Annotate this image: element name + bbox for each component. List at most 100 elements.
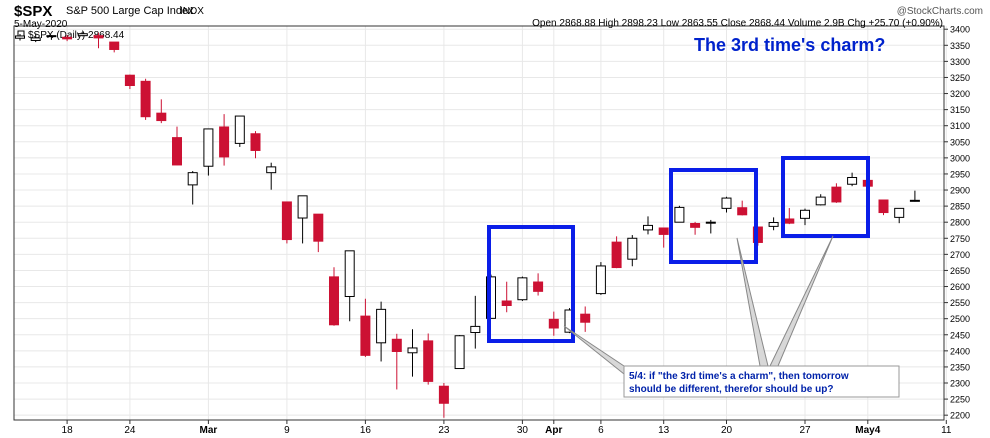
candle	[690, 221, 701, 235]
chart-annotation-title: The 3rd time's charm?	[694, 35, 885, 55]
y-tick-label: 2750	[950, 234, 970, 244]
y-tick-label: 2900	[950, 186, 970, 196]
candle	[423, 333, 434, 385]
candle-body	[721, 197, 732, 209]
y-tick-label: 2950	[950, 169, 970, 179]
candle-body	[77, 33, 88, 37]
candle-body	[784, 218, 795, 224]
candle-body	[109, 41, 120, 50]
candle	[281, 201, 292, 244]
candle-body	[93, 35, 104, 39]
x-tick-label: 27	[799, 425, 811, 436]
candle	[297, 195, 308, 244]
candle	[580, 306, 591, 332]
candle	[124, 74, 135, 90]
candle-body	[140, 80, 151, 118]
candle-body	[124, 74, 135, 87]
candle	[219, 114, 230, 166]
candle	[77, 31, 88, 37]
candle	[344, 250, 355, 322]
candle	[109, 41, 120, 53]
candle	[46, 35, 57, 40]
x-tick-label: 16	[360, 425, 372, 436]
x-tick-label: Apr	[545, 425, 562, 436]
candle-body	[470, 325, 481, 334]
legend-label: $SPX (Daily) 2868.44	[28, 30, 125, 41]
y-tick-label: 3100	[950, 121, 970, 131]
candle	[721, 196, 732, 213]
candle-body	[360, 315, 371, 356]
x-tick-label: 23	[438, 425, 450, 436]
candle	[313, 213, 324, 253]
candle	[203, 128, 214, 176]
candle	[156, 99, 167, 124]
y-tick-label: 2500	[950, 314, 970, 324]
y-tick-label: 2600	[950, 282, 970, 292]
candle-body	[15, 35, 25, 39]
candle-body	[501, 300, 512, 306]
candle-body	[297, 195, 308, 219]
y-tick-label: 3250	[950, 73, 970, 83]
x-tick-label: 18	[62, 425, 74, 436]
candle	[768, 217, 779, 231]
candle	[627, 235, 638, 267]
candle-body	[548, 318, 559, 329]
candle-body	[737, 207, 748, 216]
ohlc-summary: Open 2868.88 High 2898.23 Low 2863.55 Cl…	[532, 18, 943, 29]
candle	[705, 219, 716, 234]
candle	[62, 35, 73, 42]
candle-body	[329, 276, 339, 326]
candle-body	[533, 281, 544, 292]
candle	[831, 183, 842, 203]
candle-body	[266, 166, 277, 174]
candle	[800, 208, 810, 226]
candle	[360, 298, 371, 357]
candle-body	[344, 250, 355, 297]
callout-background	[623, 365, 900, 398]
y-tick-label: 2650	[950, 266, 970, 276]
candle	[172, 126, 182, 166]
candle-body	[62, 36, 73, 40]
candle-body	[454, 335, 465, 370]
candle-body	[878, 199, 889, 214]
candle	[894, 207, 905, 224]
y-tick-label: 2400	[950, 346, 970, 356]
y-tick-label: 3350	[950, 41, 970, 51]
candle-body	[219, 126, 230, 158]
candle	[548, 311, 559, 336]
candle-body	[658, 227, 669, 235]
y-tick-label: 2800	[950, 218, 970, 228]
candle	[517, 276, 528, 301]
candle-body	[643, 224, 653, 231]
y-tick-label: 3000	[950, 153, 970, 163]
candle	[234, 115, 245, 147]
candle	[376, 301, 387, 362]
candle	[266, 162, 277, 190]
candle-body	[234, 115, 245, 144]
candle-body	[203, 128, 214, 167]
callout-pointers	[563, 235, 834, 376]
exchange-label: INDX	[180, 6, 204, 17]
candle	[909, 190, 920, 202]
candle	[878, 199, 889, 216]
candle	[847, 172, 858, 187]
candle	[140, 78, 151, 120]
y-tick-label: 2300	[950, 379, 970, 389]
grid-lines	[14, 26, 947, 420]
y-tick-label: 2250	[950, 395, 970, 405]
annotation-box-1	[487, 225, 575, 343]
candle-body	[391, 338, 402, 352]
candle-body	[705, 221, 716, 224]
candle-body	[517, 277, 528, 301]
candle-body	[800, 209, 810, 219]
x-tick-label: 24	[124, 425, 136, 436]
candle	[470, 295, 481, 349]
plot-frame	[13, 25, 945, 421]
candle	[250, 131, 261, 159]
y-tick-label: 2450	[950, 330, 970, 340]
candle-body	[407, 347, 418, 354]
candle	[658, 227, 669, 248]
candle	[391, 333, 402, 390]
candle-body	[423, 340, 434, 382]
